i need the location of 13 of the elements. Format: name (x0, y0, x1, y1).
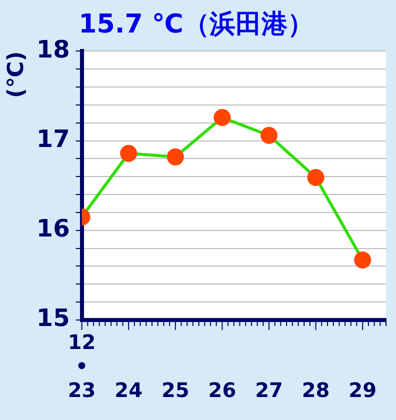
y-tick-label: 18 (36, 35, 70, 64)
x-tick-label: 12 • 23 (68, 330, 96, 402)
x-tick-label: 25 (161, 378, 190, 402)
y-axis-title: (℃) (4, 51, 29, 98)
x-tick-label: 24 (114, 378, 143, 402)
y-tick-label: 16 (36, 214, 70, 243)
x-tick-label: 29 (348, 378, 377, 402)
chart-title: 15.7 ℃（浜田港） (78, 9, 314, 40)
x-tick-label: 27 (255, 378, 283, 402)
x-tick-label: 26 (208, 378, 236, 402)
x-tick-label: 28 (302, 378, 330, 402)
y-tick-label: 15 (36, 304, 70, 332)
y-tick-label: 17 (36, 125, 70, 154)
